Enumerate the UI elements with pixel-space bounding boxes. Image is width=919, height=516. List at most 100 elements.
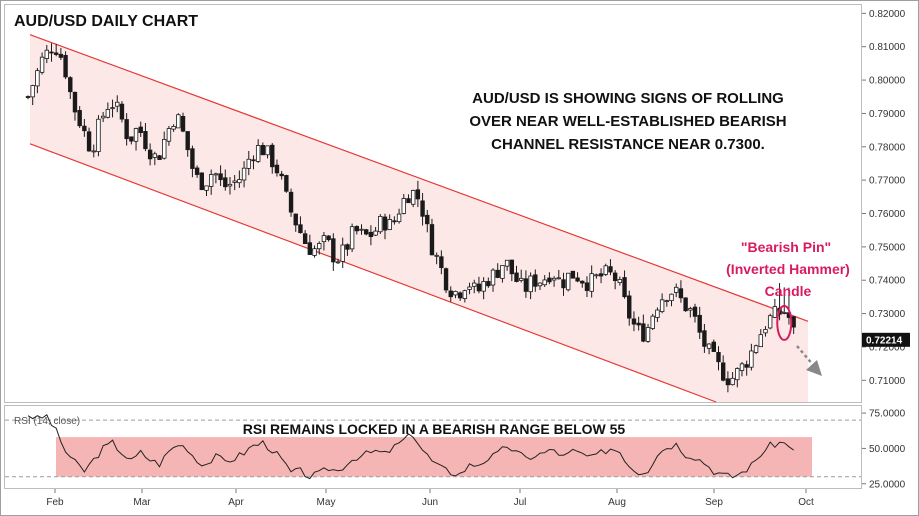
candle-down xyxy=(439,256,444,269)
candle-up xyxy=(241,167,247,181)
candle-down xyxy=(425,214,430,225)
channel-fill xyxy=(30,34,808,403)
candle-down xyxy=(716,352,721,363)
price-tick-label: 0.79000 xyxy=(869,109,906,120)
price-tick-label: 0.81000 xyxy=(869,42,906,53)
price-tick-label: 0.73000 xyxy=(869,309,906,320)
candle-up xyxy=(255,145,261,162)
candle-down xyxy=(406,198,411,204)
candle-up xyxy=(213,173,219,176)
candle-up xyxy=(396,213,402,223)
candle-up xyxy=(767,315,773,329)
candle-up xyxy=(565,272,571,291)
candle-up xyxy=(387,219,392,231)
price-tick-label: 0.80000 xyxy=(869,76,906,87)
candle-up xyxy=(674,286,679,293)
time-axis: Feb Mar Apr May Jun Jul Aug Sep Oct xyxy=(46,489,814,508)
candle-down xyxy=(298,224,303,234)
candle-up xyxy=(265,145,270,156)
candle-down xyxy=(598,273,604,277)
candle-up xyxy=(749,350,754,368)
candle-up xyxy=(688,308,693,311)
candle-up xyxy=(317,243,322,250)
candle-down xyxy=(720,362,726,381)
candle-down xyxy=(251,159,256,162)
candle-down xyxy=(119,103,125,120)
candle-up xyxy=(753,345,759,353)
candle-down xyxy=(274,164,280,174)
candle-down xyxy=(547,277,552,283)
analysis-line-3: CHANNEL RESISTANCE NEAR 0.7300. xyxy=(491,136,765,153)
candle-down xyxy=(570,270,576,279)
candles-layer xyxy=(25,43,796,393)
candle-up xyxy=(246,158,251,169)
candle-down xyxy=(293,213,298,226)
price-tick-label: 0.77000 xyxy=(869,176,906,187)
candle-down xyxy=(143,131,148,150)
candle-up xyxy=(105,109,111,118)
candle-up xyxy=(504,259,510,267)
candle-down xyxy=(199,172,204,190)
candle-down xyxy=(180,116,186,132)
candle-down xyxy=(448,290,453,298)
projection-arrow-head xyxy=(806,360,822,376)
candle-up xyxy=(237,179,242,184)
candle-down xyxy=(194,167,200,175)
candle-down xyxy=(678,288,684,299)
candle-up xyxy=(349,226,355,250)
candle-down xyxy=(129,136,134,142)
candle-up xyxy=(467,286,472,290)
candle-up xyxy=(472,282,477,287)
candle-down xyxy=(584,282,590,291)
candle-down xyxy=(711,341,716,352)
analysis-line-2: OVER NEAR WELL-ESTABLISHED BEARISH xyxy=(469,113,786,130)
candle-down xyxy=(364,229,369,235)
candle-up xyxy=(758,334,763,348)
projection-arrow-shaft xyxy=(796,345,815,367)
candle-down xyxy=(223,177,228,188)
candle-down xyxy=(443,268,449,291)
time-tick-label: Apr xyxy=(228,497,244,508)
candle-down xyxy=(354,226,360,232)
candle-down xyxy=(185,131,190,151)
candle-down xyxy=(608,266,613,273)
candle-down xyxy=(641,323,646,342)
candle-down xyxy=(331,238,336,263)
candle-down xyxy=(279,173,284,177)
candle-up xyxy=(166,128,172,142)
candle-up xyxy=(655,309,660,318)
candle-up xyxy=(115,101,120,107)
channel-layer xyxy=(29,34,809,403)
candle-up xyxy=(35,70,40,87)
candle-up xyxy=(100,115,106,119)
candle-up xyxy=(772,306,778,318)
annotation-layer xyxy=(776,304,822,376)
price-tick-label: 0.72000 xyxy=(869,342,906,353)
candle-up xyxy=(500,265,505,279)
candle-up xyxy=(669,293,674,301)
time-tick-label: Feb xyxy=(46,497,64,508)
candle-up xyxy=(321,235,327,243)
time-tick-label: Oct xyxy=(798,497,814,508)
price-tick-label: 0.74000 xyxy=(869,276,906,287)
candle-up xyxy=(556,277,561,280)
candle-up xyxy=(176,114,181,129)
pin-label-line-1: "Bearish Pin" xyxy=(741,239,831,255)
candle-up xyxy=(551,277,557,281)
candle-down xyxy=(218,173,223,181)
chart-title: AUD/USD DAILY CHART xyxy=(14,13,198,30)
candle-down xyxy=(533,274,538,287)
candle-down xyxy=(429,224,435,256)
candle-up xyxy=(162,139,167,159)
candle-up xyxy=(462,290,468,300)
candle-down xyxy=(523,278,529,292)
candle-down xyxy=(53,52,59,55)
candle-down xyxy=(72,91,78,113)
candle-up xyxy=(617,279,623,284)
candle-down xyxy=(147,149,153,160)
price-tick-label: 0.71000 xyxy=(869,376,906,387)
rsi-line xyxy=(27,414,794,480)
candle-down xyxy=(683,297,688,312)
candle-up xyxy=(110,107,115,110)
